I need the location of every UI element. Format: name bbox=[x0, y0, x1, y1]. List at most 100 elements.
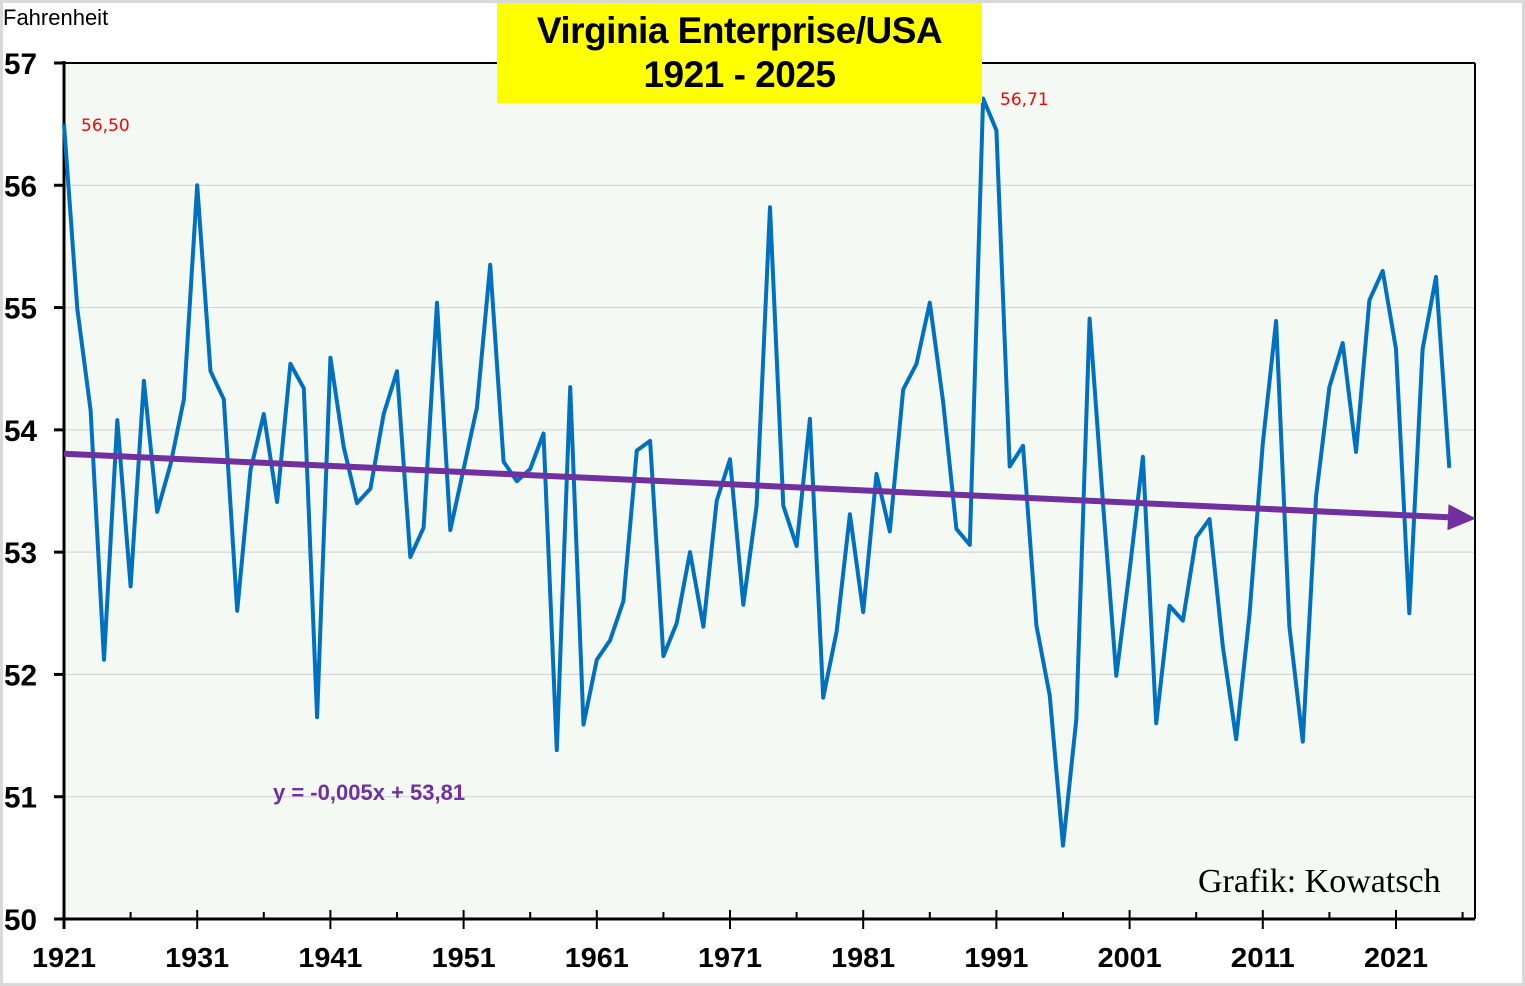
data-point bbox=[249, 469, 251, 471]
data-point bbox=[1275, 320, 1277, 322]
data-point bbox=[276, 501, 278, 503]
data-point bbox=[1448, 467, 1450, 469]
x-tick-label: 1961 bbox=[565, 942, 629, 973]
trendline-group bbox=[63, 450, 1476, 531]
chart-title-box: Virginia Enterprise/USA 1921 - 2025 bbox=[497, 3, 982, 103]
data-point bbox=[1288, 626, 1290, 628]
data-point bbox=[369, 488, 371, 490]
y-tick-label: 55 bbox=[4, 293, 37, 326]
data-point bbox=[702, 626, 704, 628]
y-tick-label: 53 bbox=[4, 537, 37, 570]
data-point bbox=[769, 206, 771, 208]
data-point bbox=[1115, 675, 1117, 677]
x-tick-label: 1931 bbox=[165, 942, 229, 973]
data-point bbox=[409, 556, 411, 558]
data-point bbox=[982, 97, 984, 99]
data-point bbox=[210, 370, 212, 372]
x-tick-label: 2011 bbox=[1231, 942, 1295, 973]
data-point bbox=[582, 724, 584, 726]
x-tick-label: 2021 bbox=[1364, 942, 1428, 973]
data-point bbox=[63, 123, 65, 125]
y-tick-label: 51 bbox=[4, 782, 37, 815]
series-group bbox=[62, 96, 1452, 848]
data-point bbox=[196, 184, 198, 186]
x-tick-labels: 1921 1931 1941 1951 1961 1971 1981 1991 2001 2011… bbox=[32, 942, 1428, 973]
data-point bbox=[1169, 605, 1171, 607]
data-point bbox=[809, 418, 811, 420]
data-point bbox=[476, 407, 478, 409]
data-point bbox=[1342, 342, 1344, 344]
data-point bbox=[1368, 299, 1370, 301]
y-tick-label: 50 bbox=[4, 904, 37, 937]
data-point bbox=[1262, 442, 1264, 444]
data-point bbox=[1035, 625, 1037, 627]
data-point bbox=[329, 357, 331, 359]
data-point bbox=[516, 480, 518, 482]
data-point bbox=[1222, 645, 1224, 647]
data-point bbox=[1355, 451, 1357, 453]
y-axis-label: Fahrenheit bbox=[3, 5, 109, 30]
data-point bbox=[596, 659, 598, 661]
data-point bbox=[955, 528, 957, 530]
data-point bbox=[622, 600, 624, 602]
y-tick-label: 52 bbox=[4, 659, 37, 692]
data-point bbox=[183, 398, 185, 400]
data-point bbox=[1382, 270, 1384, 272]
y-tick-label: 57 bbox=[4, 48, 37, 81]
data-point bbox=[223, 398, 225, 400]
data-point bbox=[1062, 845, 1064, 847]
data-point bbox=[1395, 348, 1397, 350]
data-point bbox=[915, 363, 917, 365]
data-point bbox=[995, 129, 997, 131]
data-point bbox=[76, 308, 78, 310]
data-point bbox=[822, 697, 824, 699]
data-point bbox=[356, 502, 358, 504]
y-tick-label: 54 bbox=[4, 415, 37, 448]
annotation-label-first: 56,50 bbox=[81, 116, 130, 136]
data-point bbox=[303, 387, 305, 389]
data-point bbox=[116, 419, 118, 421]
data-point bbox=[649, 440, 651, 442]
data-point bbox=[289, 363, 291, 365]
data-point bbox=[543, 433, 545, 435]
data-point bbox=[929, 302, 931, 304]
trendline bbox=[63, 450, 1449, 521]
data-point bbox=[902, 389, 904, 391]
x-tick-label: 1941 bbox=[298, 942, 362, 973]
data-point bbox=[969, 544, 971, 546]
data-point bbox=[1129, 569, 1131, 571]
data-point bbox=[383, 413, 385, 415]
data-point bbox=[676, 622, 678, 624]
data-point bbox=[1155, 722, 1157, 724]
trendline-equation: y = -0,005x + 53,81 bbox=[273, 780, 466, 805]
data-point bbox=[1009, 466, 1011, 468]
data-point bbox=[1049, 694, 1051, 696]
data-point bbox=[316, 716, 318, 718]
data-point bbox=[1422, 348, 1424, 350]
x-tick-label: 1981 bbox=[831, 942, 895, 973]
trendline-arrowhead bbox=[1447, 504, 1476, 531]
data-point bbox=[1408, 612, 1410, 614]
x-tick-label: 1971 bbox=[698, 942, 762, 973]
x-tick-label: 1991 bbox=[964, 942, 1028, 973]
data-point bbox=[90, 409, 92, 411]
chart-credit: Grafik: Kowatsch bbox=[1198, 863, 1441, 900]
y-tick-labels: 50 51 52 53 54 55 56 57 bbox=[4, 48, 37, 937]
data-point bbox=[396, 370, 398, 372]
x-tick-label: 1951 bbox=[432, 942, 496, 973]
data-point bbox=[1195, 536, 1197, 538]
data-point bbox=[782, 505, 784, 507]
data-point bbox=[756, 505, 758, 507]
data-point bbox=[889, 530, 891, 532]
data-point bbox=[636, 450, 638, 452]
data-point bbox=[1435, 276, 1437, 278]
data-point bbox=[1022, 445, 1024, 447]
data-point bbox=[716, 500, 718, 502]
data-point bbox=[1182, 620, 1184, 622]
data-point bbox=[1248, 614, 1250, 616]
data-point bbox=[689, 551, 691, 553]
data-point bbox=[156, 511, 158, 513]
data-point bbox=[849, 513, 851, 515]
data-point bbox=[742, 604, 744, 606]
annotation-label-max: 56,71 bbox=[1000, 90, 1049, 110]
